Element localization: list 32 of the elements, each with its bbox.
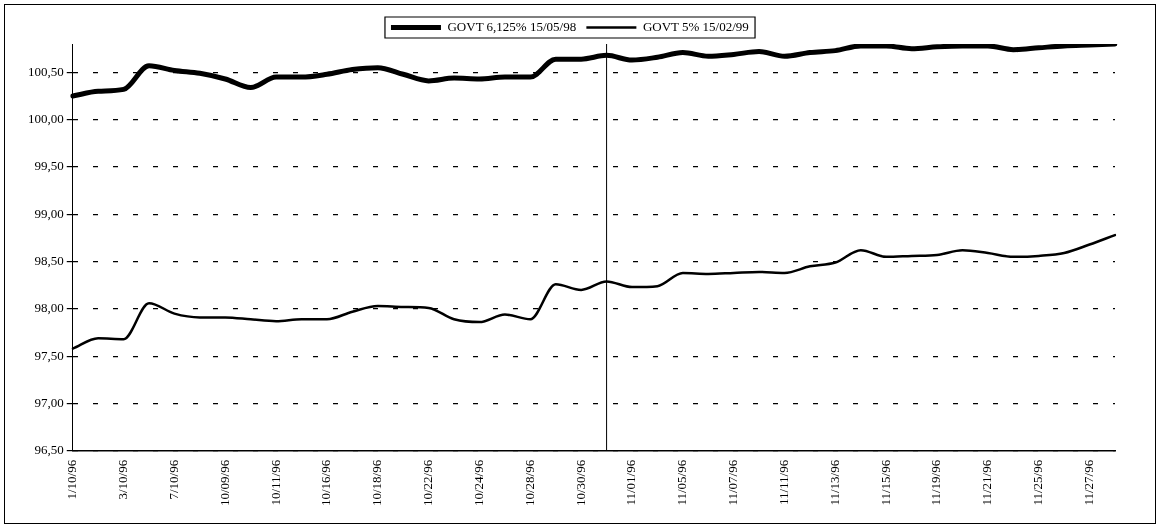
legend-label: GOVT 6,125% 15/05/98 xyxy=(447,18,577,34)
x-tick-label: 3/10/96 xyxy=(115,459,131,500)
x-tick-label: 10/24/96 xyxy=(470,459,486,507)
y-tick-label: 100,50 xyxy=(28,63,64,79)
x-tick-label: 11/01/96 xyxy=(623,459,639,506)
x-tick-label: 10/22/96 xyxy=(420,459,436,507)
x-tick-label: 7/10/96 xyxy=(165,459,181,500)
y-tick-label: 97,50 xyxy=(34,347,64,363)
x-tick-label: 11/15/96 xyxy=(877,459,893,506)
y-tick-label: 99,50 xyxy=(34,158,64,174)
x-tick-label: 11/07/96 xyxy=(725,459,741,506)
x-tick-label: 10/09/96 xyxy=(216,459,232,507)
x-tick-label: 10/16/96 xyxy=(318,459,334,507)
legend-label: GOVT 5% 15/02/99 xyxy=(642,18,749,34)
x-tick-label: 10/11/96 xyxy=(267,459,283,506)
y-tick-label: 96,50 xyxy=(34,442,64,458)
x-tick-label: 1/10/96 xyxy=(64,459,80,500)
x-tick-label: 11/11/96 xyxy=(775,459,791,506)
x-tick-label: 11/21/96 xyxy=(979,459,995,506)
x-tick-label: 11/19/96 xyxy=(928,459,944,506)
x-tick-label: 10/18/96 xyxy=(369,459,385,507)
x-tick-label: 11/13/96 xyxy=(826,459,842,506)
y-tick-label: 98,50 xyxy=(34,253,64,268)
x-tick-label: 11/25/96 xyxy=(1030,459,1046,506)
y-tick-label: 99,00 xyxy=(34,205,64,221)
x-tick-label: 10/28/96 xyxy=(521,459,537,507)
x-tick-label: 11/05/96 xyxy=(674,459,690,506)
y-tick-label: 97,00 xyxy=(34,394,64,410)
y-tick-label: 100,00 xyxy=(28,111,64,127)
y-tick-label: 98,00 xyxy=(34,300,64,316)
x-tick-label: 11/27/96 xyxy=(1081,459,1096,506)
x-tick-label: 10/30/96 xyxy=(572,459,588,507)
